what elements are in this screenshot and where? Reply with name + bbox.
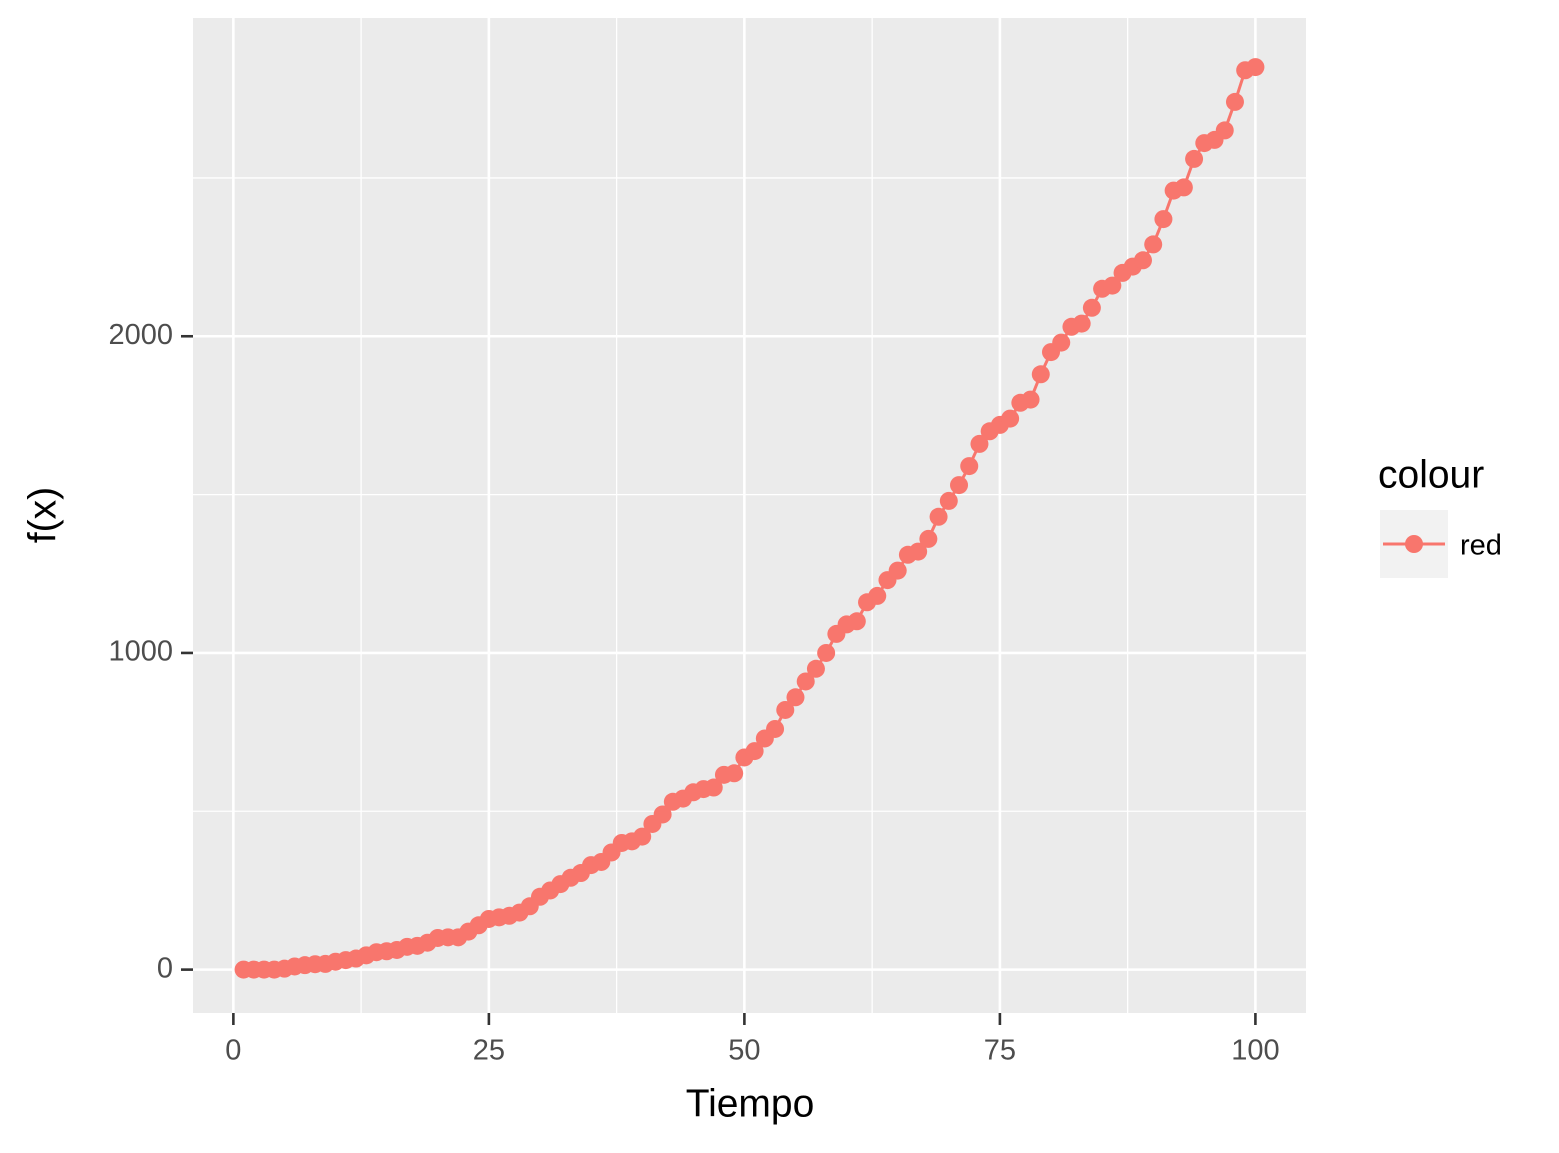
point	[796, 672, 815, 691]
x-tick-label: 100	[1231, 1035, 1279, 1067]
point	[939, 491, 958, 510]
y-tick-label: 2000	[108, 319, 173, 351]
x-tick-label: 25	[473, 1035, 505, 1067]
point	[970, 434, 989, 453]
panel	[193, 18, 1306, 1013]
point	[1052, 333, 1071, 352]
point	[1082, 298, 1101, 317]
point	[1215, 121, 1234, 140]
point	[1001, 409, 1020, 428]
point	[960, 457, 979, 476]
point	[847, 612, 866, 631]
legend-title: colour	[1378, 453, 1484, 496]
point	[633, 827, 652, 846]
point	[1133, 251, 1152, 270]
point	[929, 507, 948, 526]
point	[950, 476, 969, 495]
point	[806, 659, 825, 678]
point	[868, 586, 887, 605]
point	[817, 643, 836, 662]
point	[919, 529, 938, 548]
point	[1103, 276, 1122, 295]
point	[909, 542, 928, 561]
y-tick-label: 0	[157, 952, 173, 984]
point	[766, 719, 785, 738]
point	[1031, 365, 1050, 384]
point	[1185, 149, 1204, 168]
x-tick-label: 75	[984, 1035, 1016, 1067]
x-tick-label: 50	[728, 1035, 760, 1067]
legend-label: red	[1460, 530, 1502, 562]
point	[1154, 210, 1173, 229]
point	[1021, 390, 1040, 409]
point	[1072, 314, 1091, 333]
y-axis-title: f(x)	[21, 487, 64, 543]
point	[704, 778, 723, 797]
point	[786, 688, 805, 707]
point	[725, 764, 744, 783]
x-axis-title: Tiempo	[686, 1082, 815, 1125]
legend-point	[1405, 535, 1423, 553]
point	[745, 742, 764, 761]
point	[1144, 235, 1163, 254]
point	[776, 700, 795, 719]
point	[888, 561, 907, 580]
point	[1174, 178, 1193, 197]
x-tick-label: 0	[225, 1035, 241, 1067]
point	[1246, 58, 1265, 77]
point	[1225, 92, 1244, 111]
point	[653, 805, 672, 824]
y-tick-label: 1000	[108, 636, 173, 668]
